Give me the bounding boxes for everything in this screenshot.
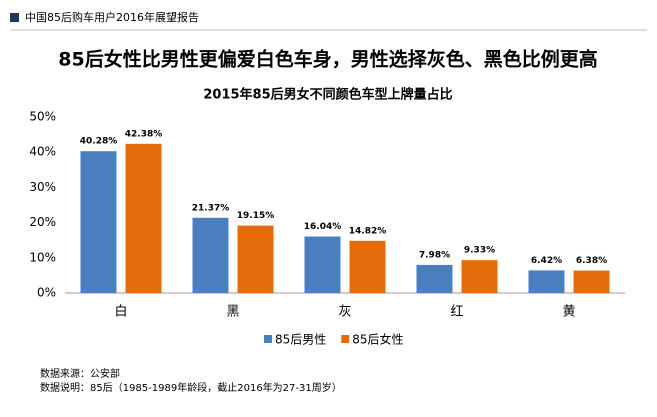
header-icon	[10, 13, 19, 22]
x-tick-label: 白	[114, 304, 127, 320]
bar	[416, 264, 453, 293]
bar	[349, 240, 386, 293]
bar	[528, 270, 565, 293]
bar	[304, 236, 341, 293]
value-label: 21.37%	[192, 203, 230, 213]
header-title: 中国85后购车用户2016年展望报告	[25, 10, 199, 24]
value-label: 16.04%	[304, 222, 342, 232]
note: 数据说明：85后（1985-1989年龄段，截止2016年为27-31周岁）	[40, 381, 342, 394]
value-label: 6.38%	[576, 256, 607, 266]
bar	[461, 260, 498, 293]
value-label: 19.15%	[237, 211, 275, 221]
x-tick-label: 黑	[226, 305, 239, 320]
chart-title: 2015年85后男女不同颜色车型上牌量占比	[203, 87, 452, 103]
bar	[80, 151, 117, 293]
value-label: 6.42%	[531, 256, 562, 266]
y-tick-label: 40%	[29, 145, 56, 159]
value-label: 9.33%	[464, 246, 495, 256]
x-tick-label: 红	[450, 304, 463, 320]
bar	[573, 270, 610, 293]
x-tick-label: 灰	[338, 305, 351, 320]
value-label: 42.38%	[125, 129, 163, 139]
value-label: 40.28%	[80, 137, 118, 147]
y-tick-label: 20%	[29, 215, 56, 229]
bar	[192, 217, 229, 293]
bar	[125, 143, 162, 293]
source: 数据来源：公安部	[40, 367, 120, 380]
y-tick-label: 0%	[37, 286, 56, 300]
legend-label: 85后男性	[275, 333, 326, 347]
y-tick-label: 30%	[29, 180, 56, 194]
headline: 85后女性比男性更偏爱白色车身，男性选择灰色、黑色比例更高	[58, 48, 597, 71]
legend-swatch	[264, 335, 272, 343]
value-label: 14.82%	[349, 226, 387, 236]
y-tick-label: 10%	[29, 250, 56, 264]
bar	[237, 225, 274, 293]
legend-swatch	[341, 335, 350, 343]
legend-label: 85后女性	[352, 332, 403, 347]
value-label: 7.98%	[419, 250, 450, 260]
y-tick-label: 50%	[29, 110, 56, 124]
x-tick-label: 黄	[562, 305, 575, 320]
